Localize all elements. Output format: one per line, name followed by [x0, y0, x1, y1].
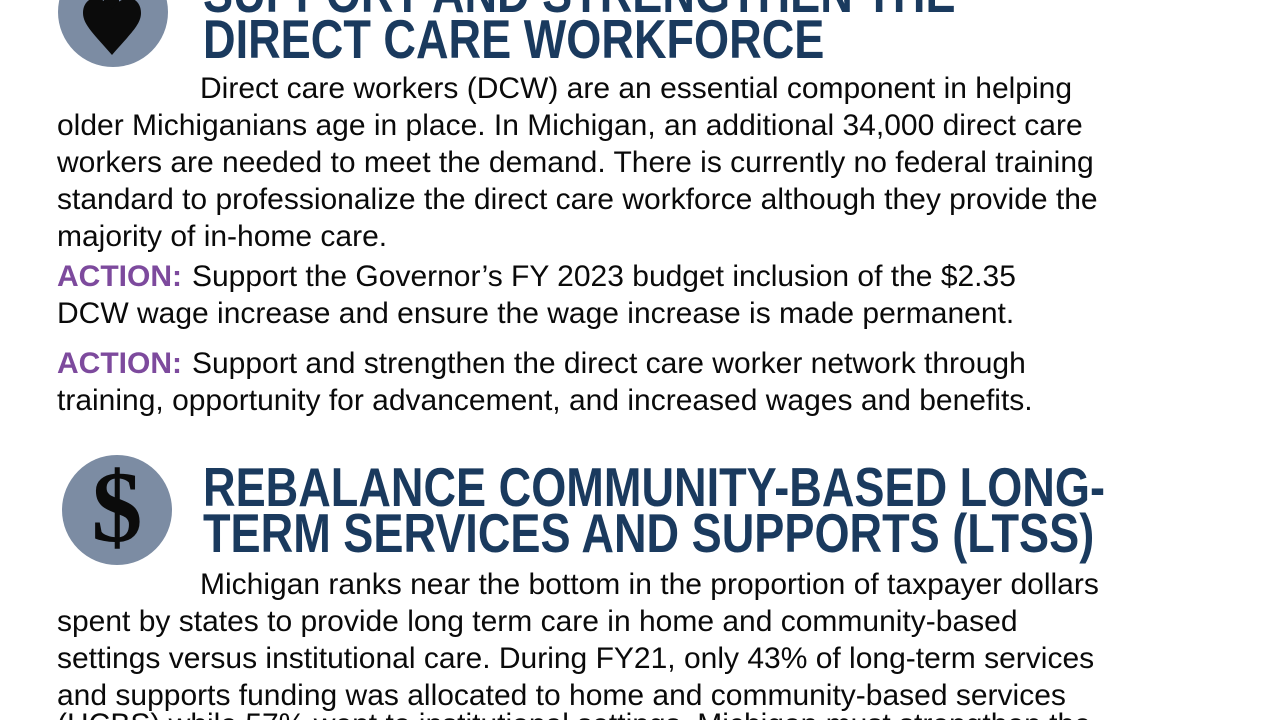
dollar-icon-glyph: $	[91, 451, 143, 564]
action-text: Support and strengthen the direct care w…	[191, 347, 1026, 380]
paragraph-line: majority of in-home care.	[57, 220, 388, 253]
heading-line: DIRECT CARE WORKFORCE	[203, 8, 825, 70]
heading-line: SUPPORT AND STRENGTHEN THE	[203, 0, 956, 21]
section-heading-ltss: REBALANCE COMMUNITY-BASED LONG- TERM SER…	[203, 456, 1105, 564]
action-line: ACTION: Support the Governor’s FY 2023 bu…	[57, 258, 1016, 295]
paragraph-line: spent by states to provide long term car…	[57, 605, 1018, 638]
paragraph-line: workers are needed to meet the demand. T…	[57, 146, 1094, 179]
action-text: Support the Governor’s FY 2023 budget in…	[191, 260, 1016, 293]
paragraph-line: standard to professionalize the direct c…	[57, 183, 1098, 216]
heading-line: REBALANCE COMMUNITY-BASED LONG-	[203, 456, 1105, 518]
action-line: training, opportunity for advancement, a…	[57, 384, 1033, 417]
action-line: DCW wage increase and ensure the wage in…	[57, 297, 1015, 330]
heart-care-icon	[58, 0, 168, 67]
paragraph-line: older Michiganians age in place. In Mich…	[57, 109, 1083, 142]
action-item-worker-network: ACTION: Support and strengthen the direct…	[57, 345, 1033, 419]
paragraph-line: Michigan ranks near the bottom in the pr…	[200, 568, 1099, 601]
action-label: ACTION:	[57, 347, 182, 380]
heading-line: TERM SERVICES AND SUPPORTS (LTSS)	[203, 502, 1095, 564]
paragraph-line: settings versus institutional care. Duri…	[57, 642, 1095, 675]
paragraph-line: and supports funding was allocated to ho…	[57, 679, 1066, 712]
heart-care-icon-glyph	[83, 0, 141, 55]
paragraph-line-clipped: (HCBS) while 57% went to institutional s…	[57, 706, 1099, 720]
paragraph-ltss: Michigan ranks near the bottom in the pr…	[57, 566, 1099, 720]
action-label: ACTION:	[57, 260, 182, 293]
action-line: ACTION: Support and strengthen the direct…	[57, 345, 1033, 382]
action-item-wage-increase: ACTION: Support the Governor’s FY 2023 bu…	[57, 258, 1016, 332]
dollar-icon: $	[62, 455, 172, 565]
paragraph-direct-care-workforce: Direct care workers (DCW) are an essenti…	[57, 70, 1098, 255]
section-heading-direct-care-workforce: SUPPORT AND STRENGTHEN THE DIRECT CARE W…	[203, 0, 956, 70]
paragraph-line: Direct care workers (DCW) are an essenti…	[200, 72, 1073, 105]
